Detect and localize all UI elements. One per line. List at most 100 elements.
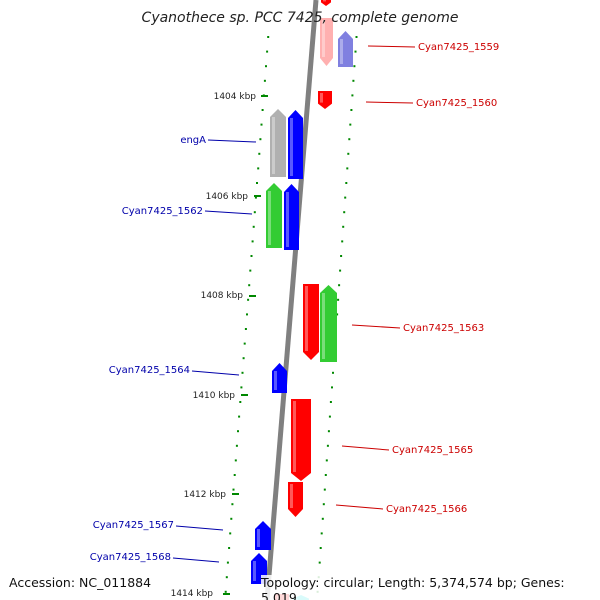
gene-arrow-cyan7425-1560 [318,91,332,109]
dotted-guides [224,36,358,593]
left-guide-dot [247,298,250,301]
gene-arrow-highlight [253,561,256,581]
right-guide-dot [322,503,325,506]
gene-arrow-highlight [320,93,323,103]
left-guide-dot [232,488,235,491]
left-guide-dot [250,255,253,257]
gene-label-cyan7425-1559: Cyan7425_1559 [418,42,499,53]
gene-arrow-enga-gray [270,109,286,177]
gene-arrow-cyan7425-1563-red [303,284,319,360]
gene-label-cyan7425-1563: Cyan7425_1563 [403,323,484,334]
gene-arrow-top-red [321,0,331,6]
left-guide-dot [228,547,231,549]
gene-label-cyan7425-1562: Cyan7425_1562 [122,206,203,217]
gene-label-cyan7425-1568: Cyan7425_1568 [90,552,171,563]
right-guide-dot [324,474,327,476]
left-guide-dot [241,371,244,374]
left-guide-dot [258,152,261,155]
gene-arrow-highlight [293,401,296,472]
left-guide-dot [251,240,254,243]
left-guide-dot [244,328,247,330]
right-guide-dot [329,401,332,403]
right-guide-dot [353,65,356,68]
label-leader [365,101,414,104]
left-guide-dot [225,576,228,579]
gene-arrow-cyan7425-1559-a [320,18,333,66]
right-guide-dot [339,269,342,272]
gene-label-enga: engA [180,135,206,146]
left-guide-dot [246,313,248,316]
left-guide-dot [263,79,266,82]
gene-arrow-body [266,183,282,248]
left-guide-dot [252,225,255,228]
scale-label-1408: 1408 kbp [201,291,244,301]
left-guide-dot [238,415,241,418]
right-guide-dot [352,79,355,82]
left-guide-dot [259,138,262,141]
left-guide-dot [229,532,232,535]
left-guide-dot [249,269,252,272]
left-guide-dot [234,459,237,462]
right-guide-dot [341,240,344,243]
gene-arrow-highlight [305,286,308,351]
gene-arrow-enga [288,110,303,179]
left-guide-dot [260,123,263,126]
gene-arrow-body [303,284,319,360]
genes [251,0,353,600]
gene-arrow-cyan7425-1565 [291,399,311,481]
gene-label-cyan7425-1567: Cyan7425_1567 [93,520,174,531]
left-guide-dot [231,503,234,506]
scale-label-1404: 1404 kbp [214,92,257,102]
genome-summary-text: Topology: circular; Length: 5,374,574 bp… [261,575,600,600]
right-guide-dot [355,36,358,38]
right-guide-dot [332,371,334,374]
right-guide-dot [323,488,326,491]
right-guide-dot [354,50,357,53]
gene-arrow-body [320,285,337,362]
gene-arrow-highlight [322,293,325,359]
right-guide-dot [348,138,351,141]
right-guide-dot [343,211,346,214]
gene-arrow-body [320,18,333,66]
accession-text: Accession: NC_011884 [9,575,152,590]
left-guide-dot [253,211,256,214]
right-guide-dot [350,109,353,111]
gene-arrow-cyan7425-1564 [272,363,287,393]
gene-labels: Cyan7425_1559 Cyan7425_1560 Cyan7425_156… [90,42,500,563]
left-guide-dot [256,182,258,184]
right-guide-dot [338,284,341,287]
right-guide-dot [319,547,322,549]
gene-arrow-body [284,184,299,250]
left-guide-dot [265,65,267,68]
gene-arrow-highlight [268,191,271,245]
scale-label-1412: 1412 kbp [184,490,227,500]
left-guide-dot [254,196,257,199]
label-leader [367,45,416,48]
left-guide-dot [248,284,251,287]
gene-arrow-cyan7425-1566 [288,482,303,517]
left-guide-dot [224,590,227,593]
gene-arrow-body [270,109,286,177]
gene-arrow-highlight [340,39,343,64]
gene-arrow-highlight [323,0,326,2]
gene-arrow-body [291,399,311,481]
right-guide-dot [336,313,339,316]
gene-label-cyan7425-1565: Cyan7425_1565 [392,445,473,456]
gene-arrow-body [338,31,353,67]
gene-arrow-body [255,521,271,550]
scale: 1404 kbp 1406 kbp 1408 kbp 1410 kbp 1412… [171,92,268,599]
gene-arrow-cyan7425-1559-b [338,31,353,67]
left-guide-dot [266,50,269,53]
right-guide-dot [327,430,330,433]
left-guide-dot [230,517,233,520]
gene-arrow-highlight [322,20,325,57]
right-guide-dot [318,561,321,564]
label-leader [341,445,390,451]
gene-arrow-body [288,110,303,179]
left-guide-dot [267,36,270,38]
backbone-line [264,0,319,600]
right-guide-dot [321,517,324,520]
right-guide-dot [328,415,331,418]
